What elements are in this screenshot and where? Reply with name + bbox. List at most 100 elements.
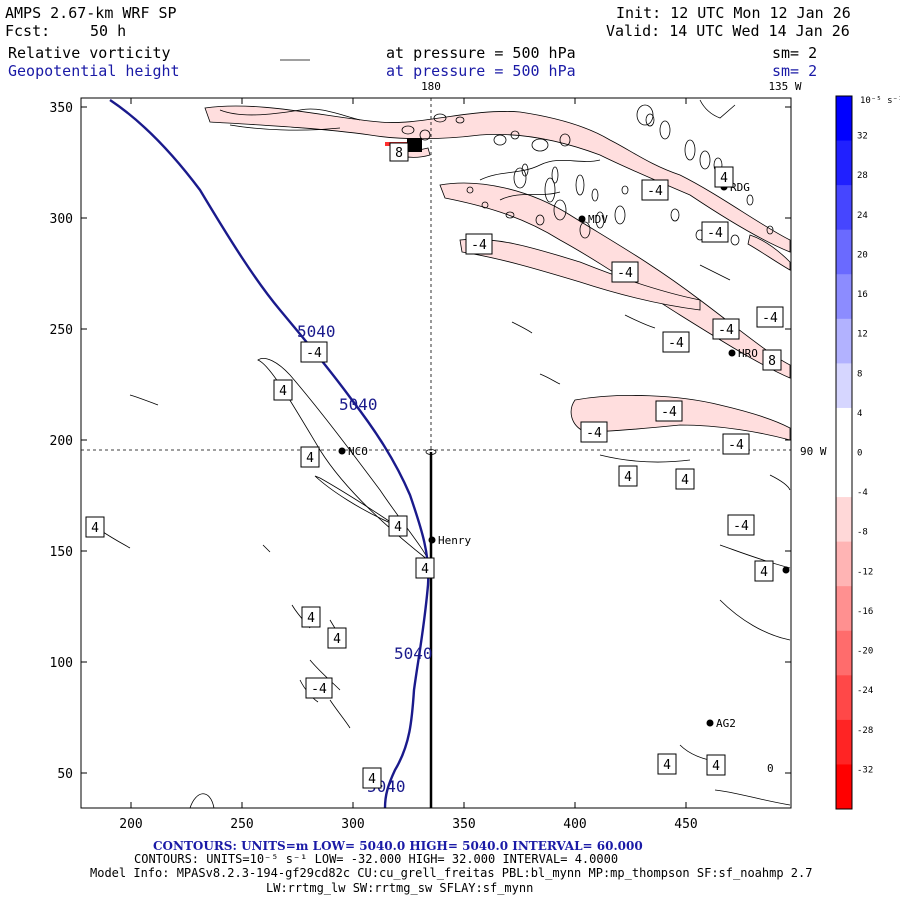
vort-label-box: 4 — [415, 557, 435, 579]
vort-label-box: 4 — [327, 627, 347, 649]
contours-vorticity-info: CONTOURS: UNITS=10⁻⁵ s⁻¹ LOW= -32.000 HI… — [134, 852, 619, 866]
vort-label-box: 4 — [754, 560, 774, 582]
vort-label-box: 4 — [618, 465, 638, 487]
colorbar-tick-label: -32 — [857, 765, 873, 775]
y-tick-label: 300 — [50, 212, 73, 227]
colorbar-cell — [836, 541, 852, 587]
field2-level: at pressure = 500 hPa — [386, 62, 576, 80]
station-label-mdv: MDV — [588, 213, 608, 226]
station-marker — [706, 719, 714, 727]
station-marker — [728, 349, 736, 357]
model-title: AMPS 2.67-km WRF SP — [5, 4, 177, 22]
colorbar-cell — [836, 185, 852, 231]
svg-text:4: 4 — [712, 759, 720, 774]
svg-text:8: 8 — [395, 146, 403, 161]
lon-180-label: 180 — [421, 80, 441, 93]
station-marker — [338, 447, 346, 455]
colorbar-tick-label: -28 — [857, 726, 873, 736]
y-tick-label: 50 — [57, 767, 73, 782]
vort-label-box: -4 — [611, 261, 639, 283]
svg-text:4: 4 — [760, 565, 768, 580]
vort-label-box: -4 — [701, 221, 729, 243]
colorbar-cell — [836, 497, 852, 543]
svg-text:4: 4 — [368, 772, 376, 787]
x-tick-label: 200 — [119, 817, 142, 832]
colorbar-tick-label: -8 — [857, 528, 868, 538]
svg-text:4: 4 — [720, 171, 728, 186]
svg-text:-4: -4 — [762, 311, 778, 326]
vorticity-contours — [99, 99, 791, 809]
colorbar-cell — [836, 630, 852, 676]
y-axis-ticks — [81, 106, 791, 774]
y-tick-label: 200 — [50, 434, 73, 449]
vort-label-box: 4 — [675, 468, 695, 490]
vort-label-box: 8 — [389, 142, 409, 162]
forecast-hour: 50 h — [90, 22, 127, 40]
vort-label-box: -4 — [641, 179, 669, 201]
forecast-label: Fcst: — [5, 22, 51, 40]
colorbar-tick-label: 16 — [857, 290, 868, 300]
geopotential-5040-contour — [109, 99, 430, 809]
svg-text:4: 4 — [663, 758, 671, 773]
field2-smoothing: sm= 2 — [772, 62, 818, 80]
height-label: 5040 — [394, 644, 433, 663]
svg-text:-4: -4 — [661, 405, 677, 420]
colorbar-tick-label: 0 — [857, 449, 862, 459]
svg-text:-4: -4 — [668, 336, 684, 351]
colorbar-tick-label: 8 — [857, 369, 862, 379]
colorbar-tick-label: 12 — [857, 330, 868, 340]
y-tick-label: 100 — [50, 656, 73, 671]
colorbar-cell — [836, 764, 852, 810]
field1-smoothing: sm= 2 — [772, 44, 818, 62]
vort-label-box: -4 — [727, 514, 755, 536]
station-label-hro: HRO — [738, 347, 758, 360]
zero-label: 0 — [767, 762, 774, 775]
svg-text:4: 4 — [91, 521, 99, 536]
colorbar-cell — [836, 140, 852, 186]
svg-text:-4: -4 — [707, 226, 723, 241]
contours-height-info: CONTOURS: UNITS=m LOW= 5040.0 HIGH= 5040… — [153, 839, 643, 853]
init-time: Init: 12 UTC Mon 12 Jan 26 — [616, 4, 851, 22]
station-marker — [428, 536, 436, 544]
colorbar-cell — [836, 318, 852, 364]
vort-label-box: 4 — [85, 516, 105, 538]
x-tick-label: 300 — [341, 817, 364, 832]
vort-label-box: -4 — [756, 306, 784, 328]
field1-level: at pressure = 500 hPa — [386, 44, 576, 62]
vort-label-box: 4 — [388, 515, 408, 537]
colorbar-cell — [836, 274, 852, 320]
vort-label-box: -4 — [465, 233, 493, 255]
vort-label-box: 8 — [762, 349, 782, 371]
y-tick-label: 150 — [50, 545, 73, 560]
colorbar-tick-label: 28 — [857, 171, 868, 181]
x-tick-label: 400 — [563, 817, 586, 832]
height-label: 5040 — [339, 395, 378, 414]
model-info-line2: LW:rrtmg_lw SW:rrtmg_sw SFLAY:sf_mynn — [266, 881, 534, 895]
vort-label-box: 4 — [362, 767, 382, 789]
lon-90w-label: 90 W — [800, 445, 827, 458]
vort-label-box: -4 — [712, 318, 740, 340]
svg-text:-4: -4 — [311, 682, 327, 697]
station-marker — [578, 215, 586, 223]
colorbar-tick-label: 24 — [857, 211, 868, 221]
lon-135w-label: 135 W — [768, 80, 801, 93]
colorbar-tick-label: -4 — [857, 488, 868, 498]
colorbar-cell — [836, 675, 852, 721]
svg-text:-4: -4 — [471, 238, 487, 253]
colorbar-unit-label: 10⁻⁵ s⁻¹ — [860, 96, 900, 106]
colorbar-cell — [836, 363, 852, 409]
colorbar-tick-label: 32 — [857, 132, 868, 142]
y-tick-label: 350 — [50, 101, 73, 116]
colorbar-tick-label: -16 — [857, 607, 873, 617]
colorbar-cell — [836, 229, 852, 275]
svg-text:4: 4 — [306, 451, 314, 466]
svg-text:4: 4 — [624, 470, 632, 485]
x-axis-ticks — [130, 98, 687, 808]
vort-label-box: -4 — [655, 400, 683, 422]
vort-label-box: 4 — [706, 754, 726, 776]
station-label-henry: Henry — [438, 534, 471, 547]
svg-text:4: 4 — [421, 562, 429, 577]
svg-text:4: 4 — [307, 611, 315, 626]
y-tick-label: 250 — [50, 323, 73, 338]
station-label-rdg: RDG — [730, 181, 750, 194]
